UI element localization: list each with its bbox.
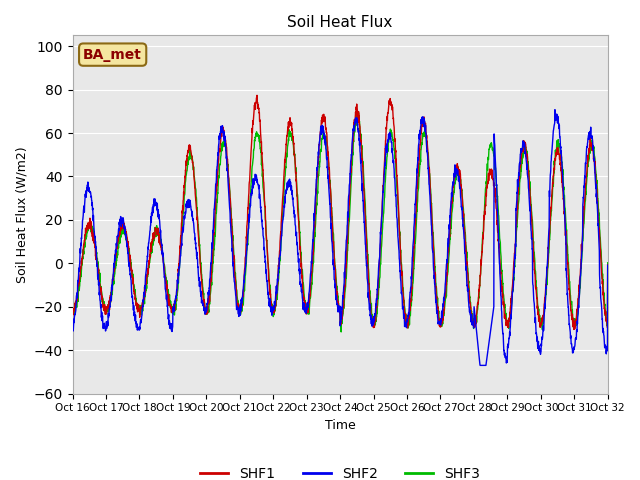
SHF1	[596, 247, 604, 252]
Y-axis label: Soil Heat Flux (W/m2): Soil Heat Flux (W/m2)	[15, 146, 28, 283]
SHF3	[532, 270, 540, 276]
SHF2	[501, 355, 509, 360]
SHF1	[122, 232, 130, 238]
SHF3	[122, 237, 130, 243]
SHF1	[237, 300, 245, 306]
SHF1	[501, 315, 509, 321]
SHF1	[532, 283, 540, 289]
Title: Soil Heat Flux: Soil Heat Flux	[287, 15, 393, 30]
SHF3	[372, 314, 380, 320]
SHF3	[596, 240, 604, 245]
SHF2	[551, 107, 559, 113]
SHF2	[604, 263, 612, 268]
SHF3	[237, 307, 245, 313]
Line: SHF1: SHF1	[72, 96, 608, 329]
SHF3	[355, 110, 362, 116]
SHF3	[502, 310, 509, 315]
SHF1	[372, 306, 380, 312]
SHF2	[68, 322, 76, 328]
SHF2	[122, 235, 130, 241]
SHF2	[596, 284, 604, 290]
Text: BA_met: BA_met	[83, 48, 142, 61]
SHF3	[604, 260, 612, 265]
Legend: SHF1, SHF2, SHF3: SHF1, SHF2, SHF3	[195, 461, 486, 480]
X-axis label: Time: Time	[324, 419, 355, 432]
SHF1	[253, 93, 261, 98]
SHF2	[532, 315, 540, 321]
SHF1	[604, 262, 612, 268]
SHF3	[337, 329, 345, 335]
SHF2	[476, 362, 484, 368]
Line: SHF2: SHF2	[72, 110, 608, 365]
SHF3	[68, 311, 76, 317]
SHF1	[570, 326, 578, 332]
SHF2	[237, 297, 245, 302]
SHF1	[68, 305, 76, 311]
SHF2	[372, 302, 380, 308]
Line: SHF3: SHF3	[72, 113, 608, 332]
